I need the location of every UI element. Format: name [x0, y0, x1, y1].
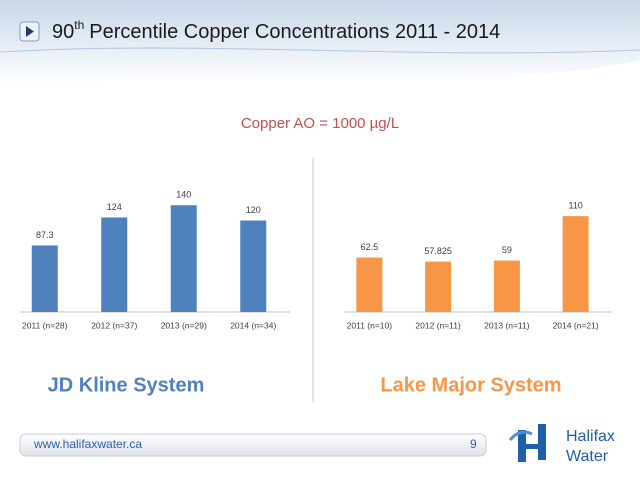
bar — [31, 245, 58, 312]
x-tick-label: 2011 (n=28) — [22, 320, 68, 330]
footer-url[interactable]: www.halifaxwater.ca — [33, 437, 142, 451]
x-tick-label: 2013 (n=11) — [484, 320, 530, 330]
x-tick-label: 2014 (n=21) — [553, 320, 599, 330]
value-label: 57.825 — [424, 246, 452, 256]
value-label: 59 — [502, 245, 512, 255]
x-tick-label: 2011 (n=10) — [347, 320, 393, 330]
slide-title: 90th Percentile Copper Concentrations 201… — [52, 18, 500, 43]
x-tick-label: 2012 (n=11) — [415, 320, 461, 330]
value-label: 110 — [568, 201, 582, 211]
value-label: 120 — [246, 205, 261, 215]
logo-text: Water — [566, 448, 609, 465]
bar — [425, 261, 452, 312]
bar — [240, 220, 267, 312]
subtitle: Copper AO = 1000 µg/L — [241, 115, 399, 132]
bar — [101, 217, 128, 312]
logo-text: Halifax — [566, 428, 615, 445]
x-tick-label: 2014 (n=34) — [230, 320, 276, 330]
logo: Halifax Water — [508, 424, 615, 465]
footer-bar — [19, 433, 487, 457]
header-band — [0, 0, 640, 85]
bar — [356, 257, 383, 312]
value-label: 140 — [176, 190, 191, 200]
x-tick-label: 2013 (n=29) — [161, 320, 207, 330]
x-tick-label: 2012 (n=37) — [91, 320, 137, 330]
logo-wave — [508, 430, 533, 441]
chart-title: Lake Major System — [380, 374, 561, 396]
value-label: 124 — [107, 202, 122, 212]
bar — [493, 260, 520, 312]
chart-title: JD Kline System — [48, 374, 205, 396]
page-number: 9 — [470, 437, 477, 451]
bar — [170, 205, 197, 312]
bullet-arrow — [26, 26, 34, 37]
bar — [562, 216, 589, 312]
value-label: 87.3 — [36, 230, 54, 240]
header-curve — [0, 47, 640, 54]
value-label: 62.5 — [361, 242, 379, 252]
